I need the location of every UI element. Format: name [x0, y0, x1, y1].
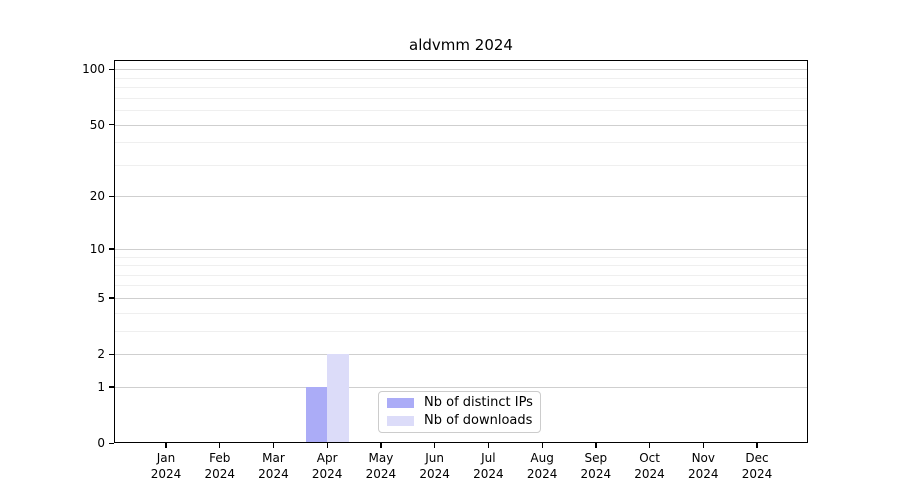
- y-axis-tick: [109, 297, 114, 299]
- x-tick-label: Dec 2024: [741, 451, 773, 481]
- bar-distinct-ips: [305, 386, 328, 443]
- gridline-minor: [114, 164, 808, 166]
- y-tick-label: 0: [97, 436, 105, 450]
- gridline-major: [114, 297, 808, 299]
- x-tick-label: Jan 2024: [150, 451, 182, 481]
- legend-label: Nb of distinct IPs: [424, 395, 533, 410]
- gridline-minor: [114, 285, 808, 287]
- legend: Nb of distinct IPs Nb of downloads: [378, 390, 541, 433]
- gridline-major: [114, 124, 808, 126]
- y-tick-label: 20: [89, 189, 105, 204]
- y-tick-label: 50: [89, 117, 105, 132]
- y-tick-label: 2: [97, 347, 105, 362]
- x-tick-label: Apr 2024: [311, 451, 343, 481]
- gridline-major: [114, 69, 808, 71]
- y-axis-tick: [109, 386, 114, 388]
- gridline-minor: [114, 77, 808, 79]
- gridline-major: [114, 386, 808, 388]
- x-tick-label: Nov 2024: [688, 451, 719, 481]
- x-axis-tick: [434, 443, 436, 448]
- gridline-minor: [114, 87, 808, 89]
- x-tick-label: Oct 2024: [634, 451, 665, 481]
- legend-swatch-downloads: [387, 415, 414, 426]
- x-tick-label: Feb 2024: [204, 451, 235, 481]
- gridline-minor: [114, 256, 808, 258]
- y-axis-tick: [109, 68, 114, 71]
- gridline-minor: [114, 97, 808, 99]
- y-tick-label: 5: [97, 290, 105, 305]
- gridline-minor: [114, 312, 808, 314]
- x-tick-label: May 2024: [365, 451, 397, 481]
- y-tick-label: 10: [89, 241, 105, 256]
- legend-item: Nb of downloads: [387, 413, 540, 428]
- y-axis-tick: [109, 248, 114, 250]
- x-axis-tick: [648, 443, 651, 448]
- gridline-minor: [114, 265, 808, 267]
- gridline-minor: [114, 274, 808, 276]
- legend-swatch-distinct-ips: [387, 397, 414, 408]
- x-tick-label: Sep 2024: [580, 451, 612, 481]
- gridline-minor: [114, 330, 808, 332]
- plot-border: [114, 59, 808, 443]
- x-axis-tick: [756, 443, 758, 448]
- y-tick-label: 100: [82, 62, 105, 77]
- x-tick-label: Jun 2024: [419, 451, 450, 481]
- chart-title: aldvmm 2024: [409, 36, 513, 54]
- gridline-minor: [114, 110, 808, 112]
- x-axis-tick: [541, 443, 543, 448]
- y-axis-tick: [109, 442, 114, 444]
- plot-area: [114, 59, 808, 443]
- x-axis-tick: [219, 443, 221, 448]
- bar-downloads: [327, 354, 349, 443]
- x-axis-tick: [272, 443, 275, 448]
- x-tick-label: Jul 2024: [473, 451, 504, 481]
- gridline-minor: [114, 142, 808, 144]
- x-axis-tick: [326, 443, 328, 448]
- x-axis-tick: [380, 443, 382, 448]
- gridline-major: [114, 354, 808, 356]
- y-axis-tick: [109, 353, 114, 355]
- y-tick-label: 1: [97, 379, 105, 394]
- legend-label: Nb of downloads: [424, 413, 533, 428]
- y-axis-tick: [109, 124, 114, 126]
- x-axis-tick: [702, 443, 704, 448]
- x-axis-tick: [487, 443, 490, 448]
- y-axis-tick: [109, 195, 114, 198]
- x-tick-label: Aug 2024: [526, 451, 558, 481]
- gridline-major: [114, 248, 808, 250]
- x-tick-label: Mar 2024: [258, 451, 289, 481]
- legend-item: Nb of distinct IPs: [387, 395, 540, 410]
- gridline-major: [114, 196, 808, 198]
- x-axis-tick: [165, 443, 167, 448]
- x-axis-tick: [595, 443, 597, 448]
